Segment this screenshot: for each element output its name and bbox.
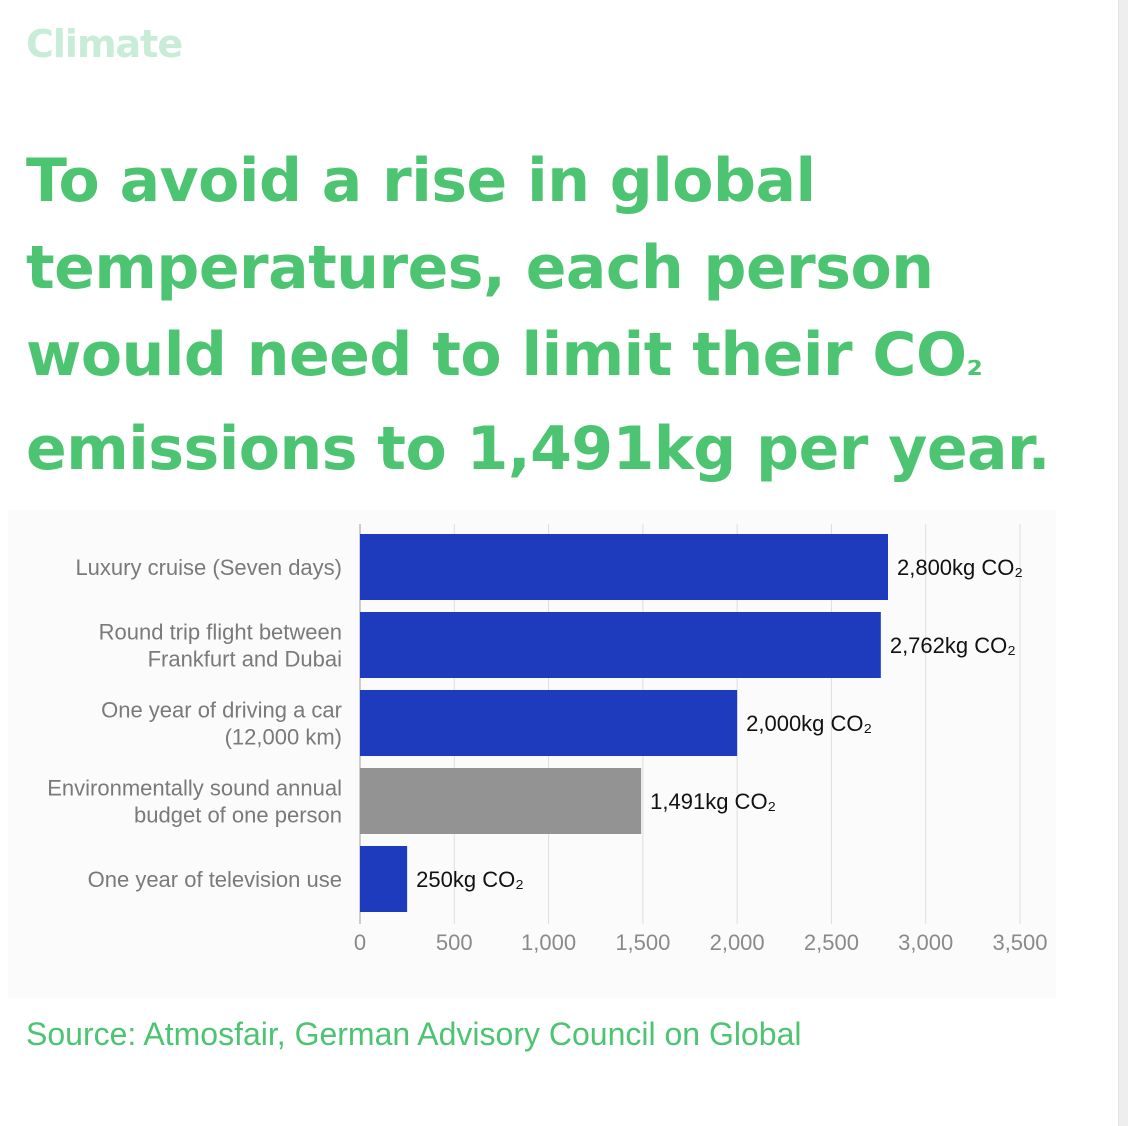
source-note: Source: Atmosfair, German Advisory Counc…: [26, 1016, 802, 1052]
bar-value-label: 250kg CO₂: [416, 867, 524, 892]
x-tick-label: 500: [436, 930, 473, 955]
bar-value-label: 2,762kg CO₂: [890, 633, 1016, 658]
bar: [360, 846, 408, 912]
x-tick-label: 2,500: [804, 930, 859, 955]
headline-line-1: To avoid a rise in global: [26, 146, 816, 216]
headline-line-4: emissions to 1,491kg per year.: [26, 414, 1050, 484]
category-label: budget of one person: [134, 803, 342, 828]
category-label: Luxury cruise (Seven days): [75, 555, 342, 580]
bar: [360, 690, 738, 756]
category-label: Round trip flight between: [99, 620, 342, 645]
category-label: Frankfurt and Dubai: [148, 647, 342, 672]
x-tick-label: 2,000: [710, 930, 765, 955]
x-tick-label: 1,000: [521, 930, 576, 955]
brand-logo: Climate: [26, 22, 183, 66]
category-label: One year of television use: [88, 867, 342, 892]
headline-line-2: temperatures, each person: [26, 233, 934, 303]
right-edge-strip: [1118, 0, 1128, 1126]
x-tick-label: 0: [354, 930, 366, 955]
x-tick-label: 3,500: [992, 930, 1047, 955]
bar-value-label: 1,491kg CO₂: [650, 789, 776, 814]
category-label: (12,000 km): [225, 725, 342, 750]
bar: [360, 612, 881, 678]
bar: [360, 534, 888, 600]
category-label: One year of driving a car: [101, 698, 342, 723]
bar-value-label: 2,800kg CO₂: [897, 555, 1023, 580]
bar: [360, 768, 642, 834]
x-tick-label: 1,500: [615, 930, 670, 955]
chart-panel: 0 500 1,000 1,500 2,000 2,500 3,000 3,500 2,800k…: [8, 510, 1056, 998]
headline-line-3: would need to limit their CO: [26, 320, 967, 390]
x-tick-label: 3,000: [898, 930, 953, 955]
category-label: Environmentally sound annual: [47, 776, 342, 801]
headline: To avoid a rise in global temperatures, …: [26, 138, 1076, 493]
bar-chart: 0 500 1,000 1,500 2,000 2,500 3,000 3,500 2,800k…: [47, 524, 1048, 955]
headline-co2-subscript: ₂: [966, 340, 983, 384]
bar-value-label: 2,000kg CO₂: [746, 711, 872, 736]
